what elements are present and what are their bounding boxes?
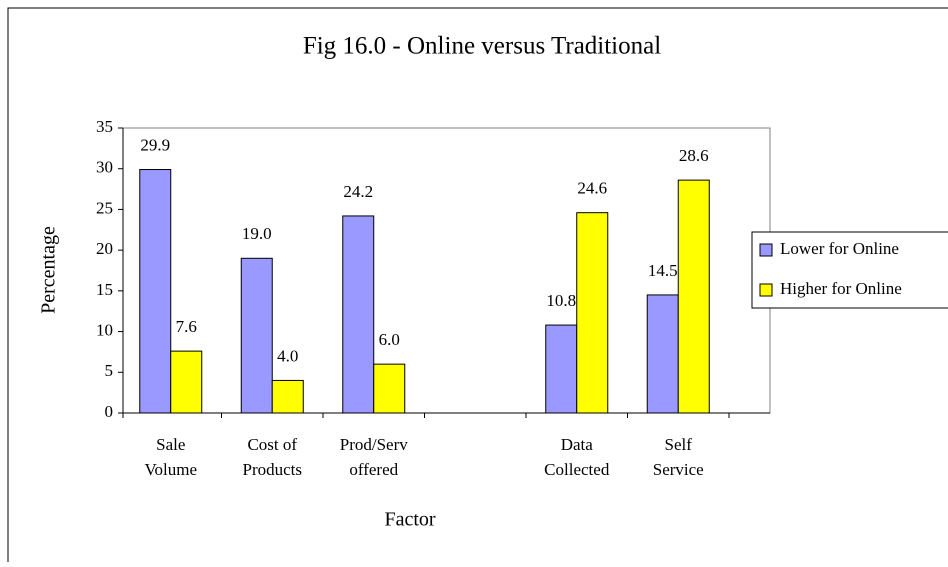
y-tick-label: 0 bbox=[105, 402, 114, 421]
y-tick-label: 35 bbox=[96, 117, 113, 136]
y-axis-label: Percentage bbox=[38, 226, 60, 314]
x-tick-label: Sale bbox=[156, 435, 185, 454]
value-label: 4.0 bbox=[277, 346, 298, 365]
value-label: 14.5 bbox=[648, 261, 678, 280]
value-label: 7.6 bbox=[176, 317, 197, 336]
legend-label: Higher for Online bbox=[780, 279, 902, 298]
legend-swatch bbox=[759, 283, 773, 297]
bar bbox=[170, 350, 203, 414]
bar bbox=[545, 324, 578, 414]
value-label: 28.6 bbox=[679, 146, 709, 165]
legend-swatch bbox=[759, 243, 773, 257]
x-axis-label: Factor bbox=[384, 509, 435, 531]
chart-title: Fig 16.0 - Online versus Traditional bbox=[303, 33, 661, 60]
bar bbox=[646, 294, 679, 414]
x-tick-label: offered bbox=[349, 460, 398, 479]
bar bbox=[576, 212, 609, 414]
bar bbox=[139, 169, 172, 414]
x-tick-label: Volume bbox=[144, 460, 197, 479]
x-tick-label: Products bbox=[243, 460, 303, 479]
legend-label: Lower for Online bbox=[780, 239, 899, 258]
value-label: 24.2 bbox=[343, 182, 373, 201]
x-tick-label: Service bbox=[653, 460, 704, 479]
value-label: 29.9 bbox=[140, 135, 170, 154]
bar bbox=[342, 215, 375, 414]
x-tick-label: Prod/Serv bbox=[340, 435, 409, 454]
value-label: 24.6 bbox=[577, 179, 607, 198]
x-tick-label: Self bbox=[665, 435, 693, 454]
y-tick-label: 25 bbox=[96, 198, 113, 217]
bar bbox=[677, 179, 710, 414]
y-tick-label: 10 bbox=[96, 320, 113, 339]
y-tick-label: 15 bbox=[96, 280, 113, 299]
y-tick-label: 30 bbox=[96, 158, 113, 177]
bar bbox=[271, 379, 304, 414]
value-label: 6.0 bbox=[379, 330, 400, 349]
x-tick-label: Collected bbox=[544, 460, 610, 479]
value-label: 10.8 bbox=[546, 291, 576, 310]
bar bbox=[373, 363, 406, 414]
bar bbox=[240, 257, 273, 414]
x-tick-label: Cost of bbox=[247, 435, 297, 454]
value-label: 19.0 bbox=[242, 224, 272, 243]
legend bbox=[751, 231, 948, 309]
y-tick-label: 20 bbox=[96, 239, 113, 258]
y-tick-label: 5 bbox=[105, 361, 114, 380]
x-tick-label: Data bbox=[561, 435, 594, 454]
